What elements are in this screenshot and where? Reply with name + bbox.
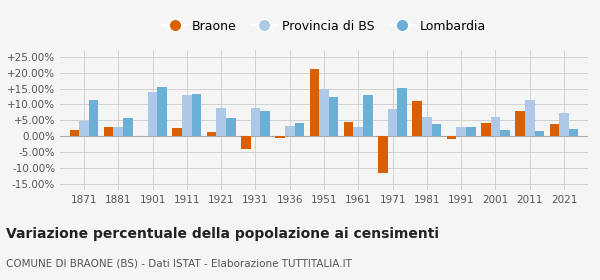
Bar [515, 111, 525, 136]
Bar [310, 69, 319, 136]
Bar [241, 136, 251, 149]
Bar [481, 123, 491, 136]
Bar [295, 123, 304, 136]
Bar [388, 109, 397, 136]
Bar [559, 113, 569, 136]
Bar [422, 117, 431, 136]
Bar [251, 108, 260, 136]
Bar [525, 100, 535, 136]
Bar [412, 101, 422, 136]
Bar [89, 100, 98, 136]
Text: Variazione percentuale della popolazione ai censimenti: Variazione percentuale della popolazione… [6, 227, 439, 241]
Bar [226, 118, 236, 136]
Bar [104, 127, 113, 136]
Bar [191, 94, 201, 136]
Bar [260, 111, 270, 136]
Bar [535, 130, 544, 136]
Bar [363, 95, 373, 136]
Bar [285, 127, 295, 136]
Legend: Braone, Provincia di BS, Lombardia: Braone, Provincia di BS, Lombardia [157, 15, 491, 38]
Bar [79, 121, 89, 136]
Bar [217, 108, 226, 136]
Text: COMUNE DI BRAONE (BS) - Dati ISTAT - Elaborazione TUTTITALIA.IT: COMUNE DI BRAONE (BS) - Dati ISTAT - Ela… [6, 259, 352, 269]
Bar [491, 117, 500, 136]
Bar [319, 88, 329, 136]
Bar [207, 132, 217, 136]
Bar [275, 136, 285, 138]
Bar [353, 127, 363, 136]
Bar [182, 95, 191, 136]
Bar [378, 136, 388, 173]
Bar [123, 118, 133, 136]
Bar [569, 129, 578, 136]
Bar [113, 127, 123, 136]
Bar [431, 123, 441, 136]
Bar [329, 97, 338, 136]
Bar [466, 127, 476, 136]
Bar [157, 87, 167, 136]
Bar [397, 88, 407, 136]
Bar [500, 130, 510, 136]
Bar [148, 92, 157, 136]
Bar [457, 127, 466, 136]
Bar [344, 122, 353, 136]
Bar [447, 136, 457, 139]
Bar [70, 130, 79, 136]
Bar [172, 128, 182, 136]
Bar [550, 124, 559, 136]
